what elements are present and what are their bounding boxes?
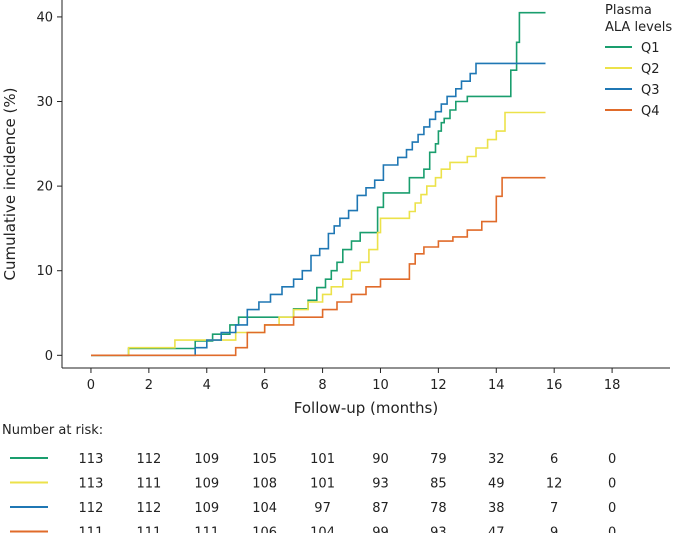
risk-cell: 109 [194,477,219,492]
risk-cell: 113 [79,452,104,467]
risk-table: Number at risk: 113 112 109 105 101 90 79 32 6 01… [2,423,616,533]
risk-cell: 112 [136,501,161,516]
y-tick-label: 40 [36,10,53,25]
risk-cell: 112 [136,452,161,467]
legend-title-line1: Plasma [605,3,652,18]
curves [91,11,546,357]
legend-label-q4: Q4 [641,104,660,119]
curve-q4 [91,176,546,357]
x-ticks: 0 2 4 6 8 10 12 14 16 18 [87,368,621,393]
risk-cell: 101 [310,452,335,467]
x-tick-label: 16 [546,378,563,393]
risk-cell: 101 [310,477,335,492]
risk-cell: 106 [252,526,277,533]
x-axis-label: Follow-up (months) [294,399,438,417]
x-tick-label: 8 [318,378,326,393]
risk-cell: 7 [550,501,558,516]
risk-cell: 111 [136,477,161,492]
y-ticks: 0 10 20 30 40 [36,10,62,364]
risk-cell: 99 [372,526,389,533]
x-tick-label: 14 [488,378,505,393]
risk-cell: 105 [252,452,277,467]
y-axis-label: Cumulative incidence (%) [1,88,19,281]
risk-cell: 112 [79,501,104,516]
risk-cell: 78 [430,501,447,516]
y-tick-label: 10 [36,264,53,279]
risk-cell: 109 [194,501,219,516]
risk-cell: 97 [314,501,331,516]
legend-items: Q1 Q2 Q3 Q4 [605,41,660,119]
y-tick-label: 0 [45,349,53,364]
risk-cell: 111 [194,526,219,533]
risk-cell: 0 [608,452,616,467]
y-tick-label: 30 [36,95,53,110]
risk-table-title: Number at risk: [2,423,103,438]
risk-cell: 0 [608,501,616,516]
risk-cell: 93 [430,526,447,533]
curve-q2 [91,111,546,357]
risk-cell: 12 [546,477,563,492]
legend-label-q2: Q2 [641,62,660,77]
risk-cell: 0 [608,477,616,492]
risk-cell: 85 [430,477,447,492]
risk-cell: 79 [430,452,447,467]
x-tick-label: 12 [430,378,447,393]
risk-cell: 111 [136,526,161,533]
legend-title-line2: ALA levels [605,20,672,35]
risk-cell: 93 [372,477,389,492]
risk-cell: 104 [252,501,277,516]
risk-cell: 111 [79,526,104,533]
curve-q1 [91,11,546,357]
risk-cell: 9 [550,526,558,533]
x-tick-label: 0 [87,378,95,393]
legend-label-q3: Q3 [641,83,660,98]
x-tick-label: 2 [145,378,153,393]
risk-cell: 108 [252,477,277,492]
risk-cell: 109 [194,452,219,467]
risk-cell: 104 [310,526,335,533]
risk-cell: 90 [372,452,389,467]
y-tick-label: 20 [36,180,53,195]
risk-cell: 38 [488,501,505,516]
risk-cell: 47 [488,526,505,533]
x-tick-label: 6 [261,378,269,393]
curve-q3 [91,62,546,357]
x-tick-label: 4 [203,378,211,393]
risk-cell: 113 [79,477,104,492]
x-tick-label: 10 [372,378,389,393]
risk-cell: 49 [488,477,505,492]
risk-cell: 0 [608,526,616,533]
x-tick-label: 18 [604,378,621,393]
axes [61,0,670,369]
legend-label-q1: Q1 [641,41,660,56]
legend: Plasma ALA levels Q1 Q2 Q3 Q4 [605,3,672,119]
risk-cell: 87 [372,501,389,516]
risk-cell: 32 [488,452,505,467]
risk-cell: 6 [550,452,558,467]
